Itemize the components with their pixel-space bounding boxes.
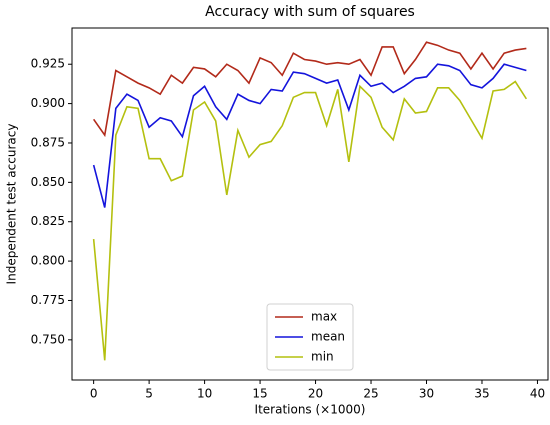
y-tick-label: 0.900 [31, 96, 65, 110]
x-tick-label: 5 [145, 387, 153, 401]
y-tick-label: 0.750 [31, 332, 65, 346]
x-tick-label: 0 [90, 387, 98, 401]
series-line [92, 41, 527, 138]
y-axis-label: Independent test accuracy [5, 124, 19, 285]
y-tick-label: 0.850 [31, 175, 65, 189]
y-tick-label: 0.800 [31, 254, 65, 268]
x-tick-label: 40 [530, 387, 545, 401]
series-line [92, 80, 528, 361]
y-tick-label: 0.825 [31, 214, 65, 228]
x-axis-label: Iterations (×1000) [255, 403, 366, 417]
legend-label: max [311, 310, 337, 324]
series-line [92, 63, 527, 208]
x-tick-label: 15 [252, 387, 267, 401]
y-tick-label: 0.775 [31, 293, 65, 307]
y-tick-label: 0.875 [31, 135, 65, 149]
x-tick-label: 35 [474, 387, 489, 401]
x-tick-label: 20 [308, 387, 323, 401]
legend-label: mean [311, 330, 345, 344]
y-tick-label: 0.925 [31, 57, 65, 71]
plot-frame [71, 27, 549, 381]
legend-label: min [311, 350, 334, 364]
legend-box [266, 303, 354, 371]
x-tick-label: 30 [419, 387, 434, 401]
x-tick-label: 10 [197, 387, 212, 401]
chart-title: Accuracy with sum of squares [205, 4, 415, 20]
x-tick-label: 25 [363, 387, 378, 401]
